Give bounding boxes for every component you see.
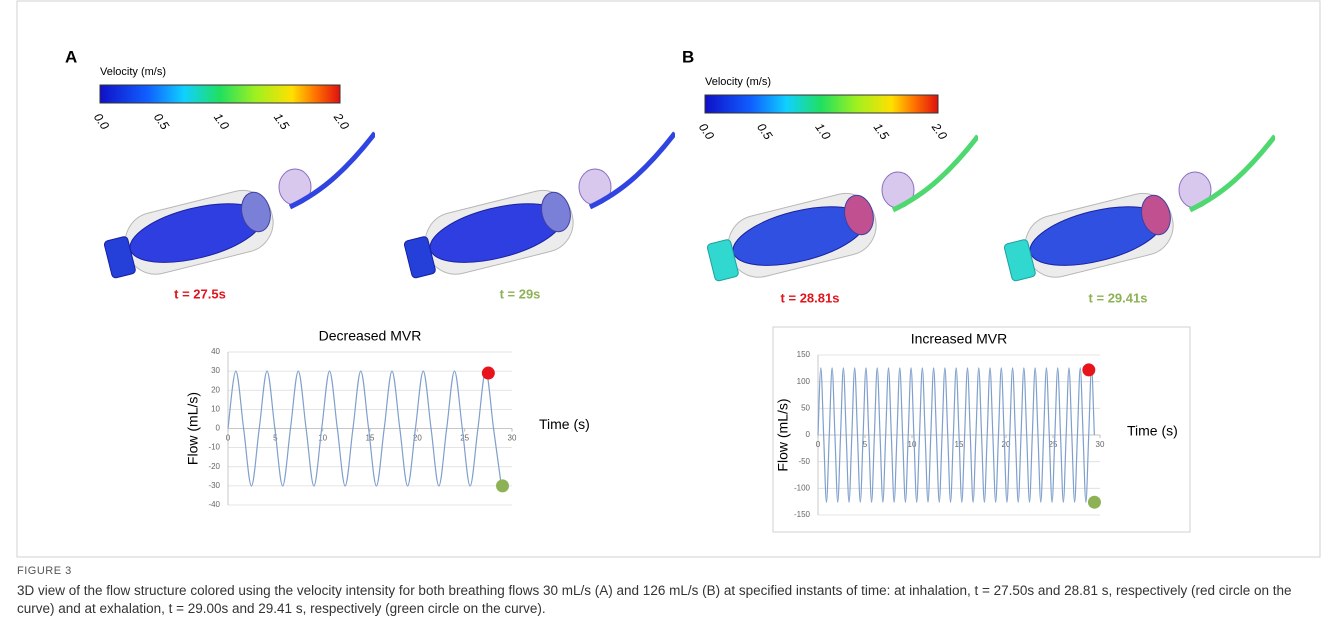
y-tick-label: 40	[211, 347, 220, 356]
y-tick-label: 20	[211, 385, 220, 394]
chart-title: Increased MVR	[911, 331, 1007, 347]
colorbar-tick-label: 0.0	[696, 121, 717, 143]
caption-text: 3D view of the flow structure colored us…	[17, 583, 1292, 616]
colorbar-title: Velocity (m/s)	[100, 66, 166, 78]
x-tick-label: 30	[1096, 440, 1105, 449]
instant-marker	[496, 479, 509, 492]
y-axis-label: Flow (mL/s)	[185, 392, 201, 465]
y-tick-label: 10	[211, 404, 220, 413]
time-label: t = 28.81s	[781, 290, 840, 305]
x-tick-label: 30	[508, 434, 517, 443]
colorbar-tick-label: 0.5	[151, 111, 172, 133]
x-tick-label: 10	[908, 440, 917, 449]
colorbar-tick-label: 0.5	[754, 121, 775, 143]
flow-render	[100, 133, 375, 285]
time-label: t = 27.5s	[174, 286, 226, 301]
time-label: t = 29.41s	[1089, 290, 1148, 305]
x-tick-label: 0	[226, 434, 231, 443]
y-tick-label: -40	[208, 500, 220, 509]
y-tick-label: 0	[806, 430, 811, 439]
panel-label: A	[65, 47, 77, 66]
y-tick-label: 0	[216, 424, 221, 433]
y-tick-label: -150	[794, 510, 811, 519]
colorbar-tick-label: 2.0	[928, 120, 950, 143]
instant-marker	[1082, 363, 1095, 376]
x-axis-label: Time (s)	[1127, 423, 1178, 439]
y-tick-label: -20	[208, 462, 220, 471]
y-tick-label: 50	[801, 403, 810, 412]
time-label: t = 29s	[500, 286, 541, 301]
caption: FIGURE 3 3D view of the flow structure c…	[17, 562, 1317, 618]
y-tick-label: -100	[794, 483, 811, 492]
y-axis-label: Flow (mL/s)	[775, 398, 791, 471]
x-axis-label: Time (s)	[539, 416, 590, 432]
x-tick-label: 0	[816, 440, 821, 449]
flow-render	[703, 136, 978, 288]
colorbar-tick-label: 1.5	[871, 121, 892, 143]
colorbar-tick-label: 1.0	[812, 121, 833, 143]
instant-marker	[1088, 496, 1101, 509]
panel-label: B	[682, 47, 694, 66]
y-tick-label: -30	[208, 481, 220, 490]
y-tick-label: 150	[797, 350, 811, 359]
colorbar	[705, 95, 938, 113]
chart-title: Decreased MVR	[319, 328, 422, 344]
colorbar-tick-label: 2.0	[330, 110, 352, 133]
flow-render	[400, 133, 675, 285]
colorbar-tick-label: 1.0	[211, 111, 232, 133]
colorbar	[100, 85, 340, 103]
x-tick-label: 5	[863, 440, 868, 449]
y-tick-label: 30	[211, 366, 220, 375]
colorbar-tick-label: 1.5	[271, 111, 292, 133]
page: {"panels": [ {"label": "A", "colorbar": …	[0, 0, 1335, 614]
colorbar-title: Velocity (m/s)	[705, 76, 771, 88]
colorbar-tick-label: 0.0	[91, 111, 112, 133]
flow-render	[1000, 136, 1275, 288]
figure: A Velocity (m/s) 0.0 0.5 1.0 1.5 2.0 t = 27.5s t…	[0, 0, 1335, 560]
x-tick-label: 25	[460, 434, 469, 443]
y-tick-label: -10	[208, 443, 220, 452]
figure-frame	[17, 1, 1320, 557]
figure-label: FIGURE 3	[17, 562, 1317, 580]
y-tick-label: -50	[798, 457, 810, 466]
y-tick-label: 100	[797, 377, 811, 386]
instant-marker	[482, 367, 495, 380]
